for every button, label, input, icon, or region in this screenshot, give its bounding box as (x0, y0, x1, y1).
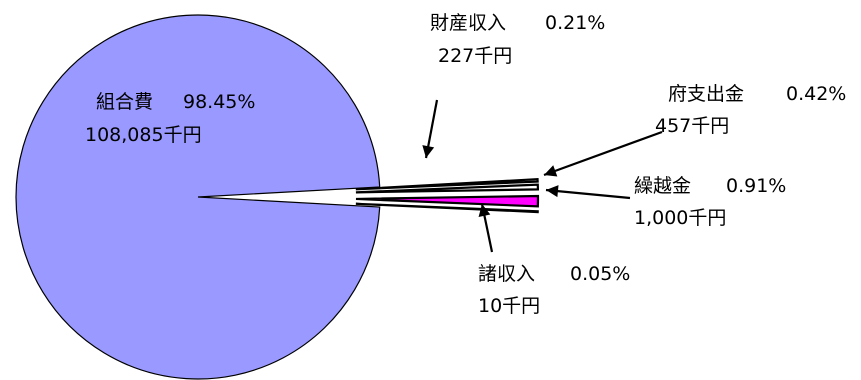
label-shoshunyu-name: 諸収入 (478, 263, 535, 285)
label-kurikoshi-percent: 0.91% (726, 175, 786, 197)
label-kumiaihi-amount: 108,085千円 (85, 124, 202, 146)
label-kurikoshi-amount: 1,000千円 (634, 207, 726, 229)
slice-kumiaihi (16, 15, 380, 379)
label-fushishutsu-amount: 457千円 (655, 115, 729, 137)
arrow-shoshunyu (479, 204, 492, 252)
label-zaisan-percent: 0.21% (545, 12, 605, 34)
arrow-kurikoshikin (546, 185, 630, 198)
label-zaisan-name: 財産収入 (430, 12, 506, 34)
arrow-zaisan-shunyu (422, 100, 437, 158)
label-kumiaihi-percent: 98.45% (183, 91, 255, 113)
label-zaisan-amount: 227千円 (438, 45, 512, 67)
leader-arrows (422, 100, 662, 252)
label-fushishutsu-percent: 0.42% (786, 83, 846, 105)
pie-slices (16, 15, 538, 379)
label-kumiaihi-name: 組合費 (96, 91, 153, 113)
arrow-fushishutsukin (544, 132, 662, 177)
label-shoshunyu-percent: 0.05% (570, 263, 630, 285)
label-kurikoshi-name: 繰越金 (634, 175, 691, 197)
label-fushishutsu-name: 府支出金 (668, 83, 744, 105)
label-shoshunyu-amount: 10千円 (478, 295, 540, 317)
